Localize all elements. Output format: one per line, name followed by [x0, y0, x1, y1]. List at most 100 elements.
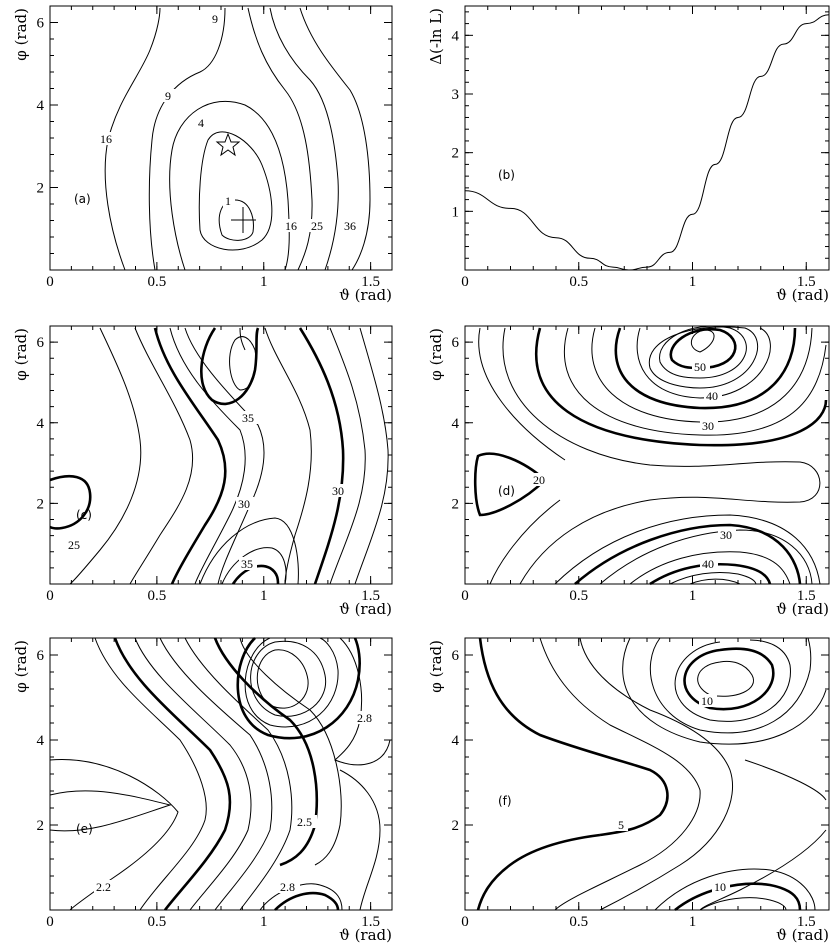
contour-line [256, 649, 309, 709]
contour-line [199, 517, 299, 585]
y-tick-label: 4 [37, 416, 45, 432]
plot-frame [464, 325, 830, 585]
panel-c-contours [49, 327, 389, 585]
panel-f-contours [476, 637, 827, 912]
contour-line [239, 327, 246, 351]
contour-label: 50 [694, 360, 706, 374]
contour-line [49, 790, 172, 832]
contour-line [629, 551, 791, 585]
contour-line [478, 327, 566, 585]
contour-line [200, 327, 260, 406]
contour-line [231, 564, 280, 585]
contour-line [239, 637, 342, 866]
x-tick-label: 1 [689, 274, 697, 290]
panel-a-axes: 0 0.5 1 1.5 2 4 6 ϑ (rad) φ (rad) [12, 5, 393, 304]
contour-line [184, 327, 265, 585]
x-tick-label: 0.5 [569, 588, 588, 604]
contour-line [473, 452, 547, 517]
y-tick-label: 2 [37, 818, 45, 834]
contour-line [159, 637, 273, 911]
contour-line [478, 637, 669, 837]
contour-line [153, 327, 227, 585]
contour-line [622, 637, 827, 745]
contour-label: 2.8 [357, 711, 372, 725]
panel-f-tag: (f) [498, 794, 512, 808]
contour-line [699, 897, 787, 911]
contour-line [654, 868, 816, 911]
panel-c: 35 30 30 35 25 (c) 0 0.5 1 1.5 2 4 6 ϑ (rad) φ (… [12, 325, 393, 618]
y-tick-label: 2 [452, 818, 460, 834]
contour-label: 36 [344, 219, 356, 233]
contour-line [213, 637, 318, 867]
x-axis-title: ϑ (rad) [776, 600, 829, 618]
contour-line [184, 637, 293, 911]
panel-f: 10 5 10 (f) 0 0.5 1 1.5 2 4 6 ϑ (rad) φ (rad) [427, 637, 830, 944]
contour-label: 10 [701, 694, 713, 708]
contour-label: 9 [212, 12, 218, 26]
x-tick-label: 0 [461, 588, 469, 604]
contour-line [244, 637, 339, 728]
y-tick-label: 6 [37, 16, 45, 32]
x-tick-label: 1.5 [797, 914, 816, 930]
contour-line [648, 326, 759, 389]
contour-label: 30 [720, 528, 732, 542]
contour-line [699, 759, 827, 911]
contour-line [697, 660, 754, 697]
x-tick-label: 1.5 [797, 588, 816, 604]
contour-line [689, 578, 741, 585]
contour-line [690, 329, 715, 353]
y-axis-title: Δ(-ln L) [427, 8, 445, 65]
panel-a-cross-marker [231, 207, 256, 233]
panel-a-contours [104, 7, 371, 271]
contour-line [49, 759, 179, 911]
panel-f-contour-labels: 10 5 10 [616, 694, 730, 894]
contour-line [299, 7, 371, 271]
x-tick-label: 0 [46, 914, 54, 930]
x-tick-label: 1 [260, 914, 268, 930]
contour-line [129, 327, 194, 585]
x-tick-label: 1 [260, 588, 268, 604]
panel-d: 50 40 30 20 30 40 (d) 0 0.5 1 1.5 2 4 6 ϑ (rad)… [427, 325, 830, 618]
contour-line [563, 327, 827, 436]
contour-line [674, 882, 802, 912]
panel-f-axes: 0 0.5 1 1.5 2 4 6 ϑ (rad) φ (rad) [427, 637, 830, 944]
y-tick-label: 6 [37, 648, 45, 664]
contour-label: 5 [618, 818, 624, 832]
y-tick-label: 4 [37, 98, 45, 114]
y-axis-title: φ (rad) [12, 640, 30, 693]
contour-line [218, 199, 254, 241]
contour-line [539, 637, 701, 911]
panel-e-tag: (e) [76, 822, 93, 836]
x-tick-label: 0.5 [148, 274, 167, 290]
panel-e-axes: 0 0.5 1 1.5 2 4 6 ϑ (rad) φ (rad) [12, 637, 393, 944]
panel-c-axes: 0 0.5 1 1.5 2 4 6 ϑ (rad) φ (rad) [12, 325, 393, 618]
panel-d-contours [473, 325, 828, 586]
contour-line [69, 327, 142, 585]
contour-label: 9 [165, 89, 171, 103]
contour-line [169, 100, 290, 271]
contour-line [674, 639, 791, 722]
panel-c-contour-labels: 35 30 30 35 25 [66, 411, 348, 571]
panel-d-tag: (d) [498, 484, 515, 498]
panel-e-contour-labels: 2.8 2.5 2.2 2.8 [94, 711, 377, 894]
panel-a-star-marker [215, 132, 241, 157]
contour-line [236, 637, 361, 740]
contour-label: 30 [702, 419, 714, 433]
contour-line [554, 514, 821, 585]
contour-line [599, 529, 813, 585]
x-tick-label: 0.5 [148, 588, 167, 604]
contour-label: 40 [706, 389, 718, 403]
x-tick-label: 0 [46, 588, 54, 604]
x-tick-label: 1 [689, 914, 697, 930]
panel-b-axes: 0 0.5 1 1.5 1 2 3 4 ϑ (rad) Δ(-ln L) [427, 5, 830, 304]
x-tick-label: 1.5 [361, 914, 380, 930]
y-tick-label: 6 [452, 648, 460, 664]
contour-line [502, 327, 821, 585]
contour-line [476, 833, 601, 911]
x-tick-label: 1 [260, 274, 268, 290]
contour-line [649, 637, 812, 734]
contour-line [250, 640, 327, 717]
plot-frame [49, 325, 393, 585]
y-tick-label: 4 [452, 416, 460, 432]
